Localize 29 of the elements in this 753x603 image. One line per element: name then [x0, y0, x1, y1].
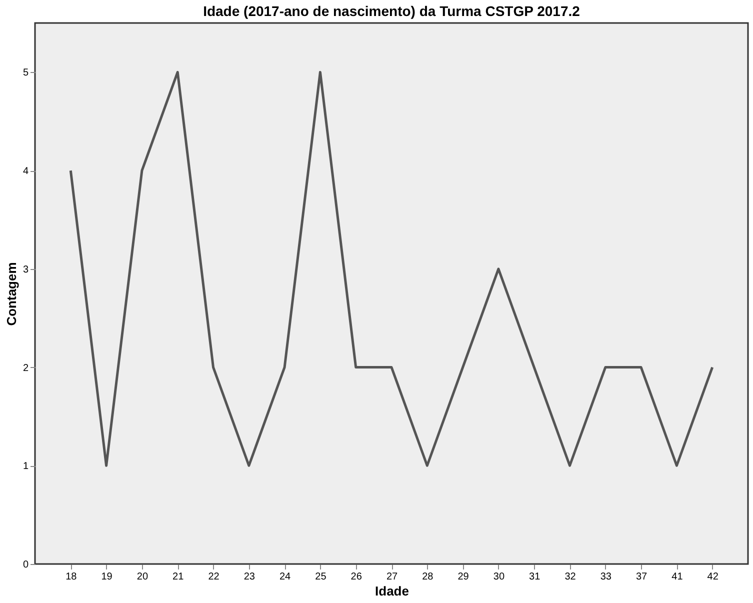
line-series — [69, 70, 714, 467]
x-tick-label: 18 — [66, 572, 78, 582]
y-tick-label: 1 — [22, 461, 29, 472]
y-tick-label: 5 — [22, 68, 29, 79]
y-tick-label: 4 — [22, 166, 29, 178]
x-tick-label: 25 — [315, 572, 327, 582]
x-tick-label: 20 — [136, 572, 148, 582]
x-tick-label: 33 — [600, 572, 612, 582]
y-axis-title: Contagem — [4, 262, 19, 326]
x-tick-label: 28 — [422, 572, 434, 582]
x-tick-label: 19 — [101, 572, 113, 582]
x-tick-label: 32 — [564, 572, 576, 582]
x-tick-label: 41 — [672, 572, 684, 582]
x-tick-label: 42 — [707, 572, 719, 582]
x-tick-label: 37 — [636, 572, 648, 582]
x-tick-label: 23 — [244, 572, 256, 582]
x-tick-label: 27 — [386, 572, 398, 582]
y-tick-label: 2 — [22, 362, 29, 374]
chart-title: Idade (2017-ano de nascimento) da Turma CSTGP 2017.2 — [203, 3, 580, 19]
x-axis-title: Idade — [375, 584, 409, 598]
x-tick-label: 26 — [350, 572, 362, 582]
x-tick-label: 30 — [493, 572, 505, 582]
x-tick-label: 24 — [279, 572, 292, 582]
x-tick-label: 31 — [529, 572, 541, 582]
x-tick-label: 21 — [172, 572, 184, 582]
x-tick-label: 29 — [458, 572, 470, 582]
y-tick-label: 3 — [22, 264, 29, 276]
x-tick-label: 22 — [208, 572, 220, 582]
y-tick-label: 0 — [22, 560, 29, 570]
